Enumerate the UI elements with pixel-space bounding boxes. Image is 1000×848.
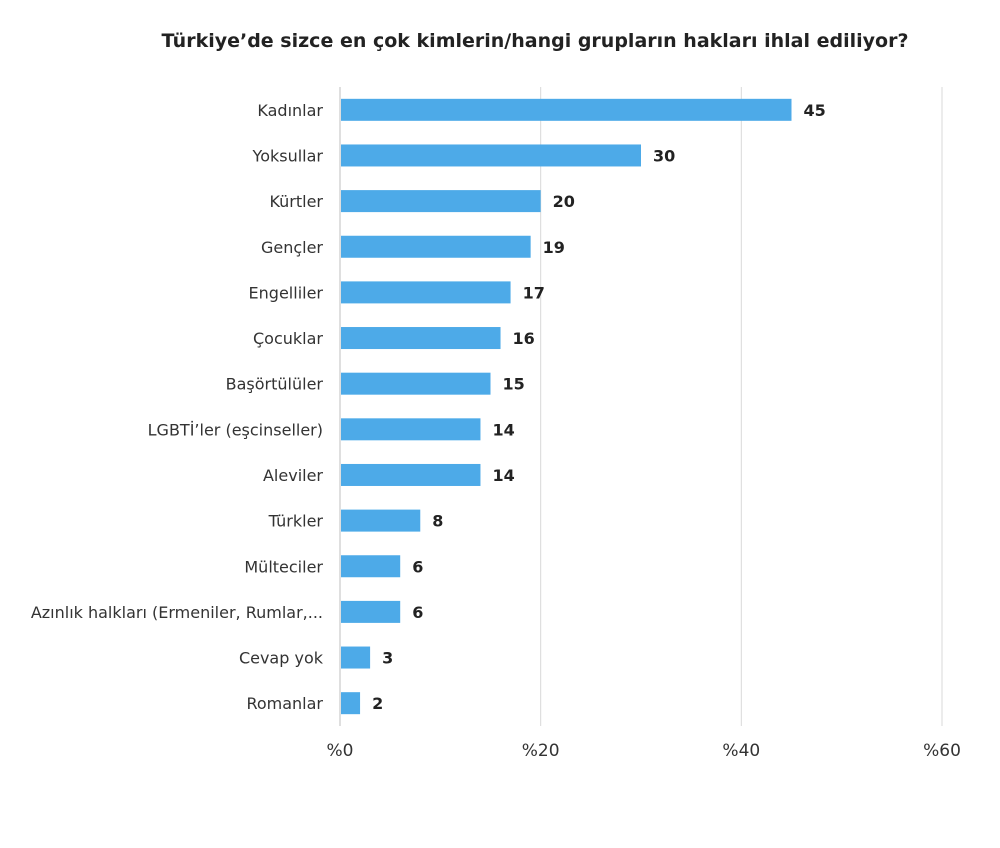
bar [341,281,511,304]
category-label: Gençler [261,238,323,257]
data-label: 8 [432,512,443,531]
data-label: 6 [412,603,423,622]
bar [341,327,501,350]
category-label: Yoksullar [252,146,324,165]
bar [341,144,641,167]
x-axis-tick-labels: %0 %20 %40 %60 [327,741,961,761]
category-label: Türkler [268,512,324,531]
data-label: 30 [653,146,675,165]
category-label: Çocuklar [253,329,323,348]
data-label: 45 [804,101,826,120]
bar [341,463,481,486]
category-label: Aleviler [263,466,323,485]
category-label: Mülteciler [244,557,323,576]
bar [341,235,531,258]
x-tick-label: %0 [327,741,354,761]
bars [341,98,792,715]
category-labels: Kadınlar Yoksullar Kürtler Gençler Engellile… [31,101,324,713]
data-label: 20 [553,192,575,211]
data-labels: 45 30 20 19 17 16 15 14 14 8 6 6 3 2 [372,101,826,713]
bar [341,509,421,532]
x-tick-label: %20 [522,741,560,761]
category-label: Başörtülüler [226,375,324,394]
x-tick-label: %40 [722,741,760,761]
category-label: Kadınlar [257,101,323,120]
bar [341,600,401,623]
category-label: Kürtler [269,192,323,211]
bar [341,646,371,669]
bar [341,98,792,121]
x-tick-label: %60 [923,741,961,761]
category-label: Engelliler [249,283,324,302]
data-label: 14 [492,466,514,485]
bar [341,372,491,395]
data-label: 2 [372,694,383,713]
data-label: 14 [492,420,514,439]
data-label: 17 [523,283,545,302]
bar [341,692,361,715]
category-label: LGBTİ’ler (eşcinseller) [148,420,323,439]
category-label: Azınlık halkları (Ermeniler, Rumlar,... [31,603,323,622]
bar [341,418,481,441]
data-label: 6 [412,557,423,576]
category-label: Cevap yok [239,649,324,668]
bar [341,555,401,578]
data-label: 19 [543,238,565,257]
data-label: 15 [503,375,525,394]
category-label: Romanlar [246,694,323,713]
data-label: 16 [513,329,535,348]
bar [341,190,541,213]
gridlines [339,87,943,726]
chart-title: Türkiye’de sizce en çok kimlerin/hangi g… [161,30,909,52]
data-label: 3 [382,649,393,668]
